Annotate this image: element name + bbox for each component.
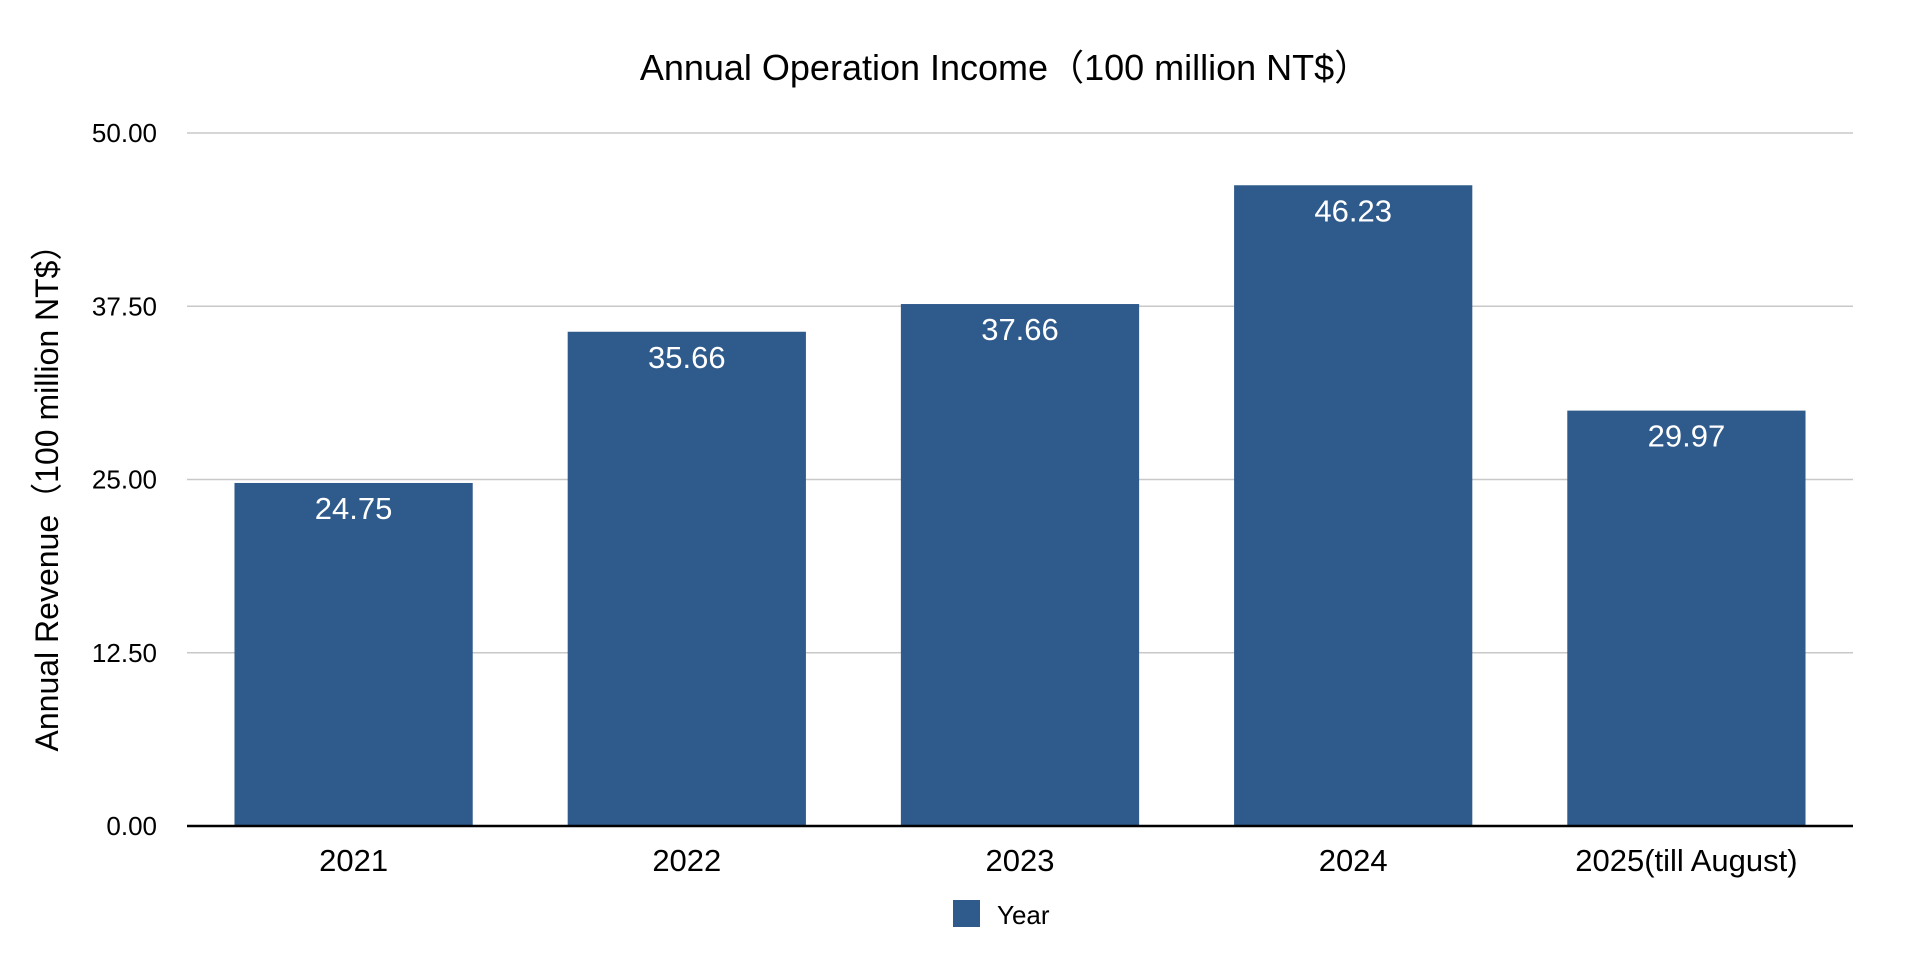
x-tick-label: 2023 (986, 843, 1055, 878)
x-tick-label: 2021 (319, 843, 388, 878)
x-tick-label: 2025(till August) (1575, 843, 1797, 878)
y-tick-label: 12.50 (92, 638, 157, 668)
legend: Year (953, 900, 1050, 930)
y-tick-label: 25.00 (92, 465, 157, 495)
y-axis-label: Annual Revenue（100 million NT$） (29, 229, 65, 752)
legend-label: Year (997, 900, 1050, 930)
data-label: 46.23 (1314, 193, 1392, 228)
y-axis-ticks: 0.00 12.50 25.00 37.50 50.00 (92, 118, 157, 841)
data-label: 35.66 (648, 340, 726, 375)
data-label: 29.97 (1648, 419, 1726, 454)
data-label: 24.75 (315, 491, 393, 526)
bar (900, 304, 1140, 826)
bar (1234, 185, 1473, 826)
chart-title: Annual Operation Income（100 million NT$） (640, 47, 1370, 88)
bar (234, 482, 473, 826)
y-tick-label: 0.00 (106, 811, 157, 841)
data-labels: 24.75 35.66 37.66 46.23 29.97 (315, 193, 1725, 526)
bar (567, 331, 806, 826)
x-axis-ticks: 2021 2022 2023 2024 2025(till August) (319, 843, 1797, 878)
x-tick-label: 2024 (1319, 843, 1388, 878)
data-label: 37.66 (981, 312, 1059, 347)
bars (234, 185, 1806, 826)
x-tick-label: 2022 (652, 843, 721, 878)
legend-swatch (953, 900, 980, 927)
y-tick-label: 37.50 (92, 291, 157, 321)
y-tick-label: 50.00 (92, 118, 157, 148)
bar (1567, 410, 1806, 826)
